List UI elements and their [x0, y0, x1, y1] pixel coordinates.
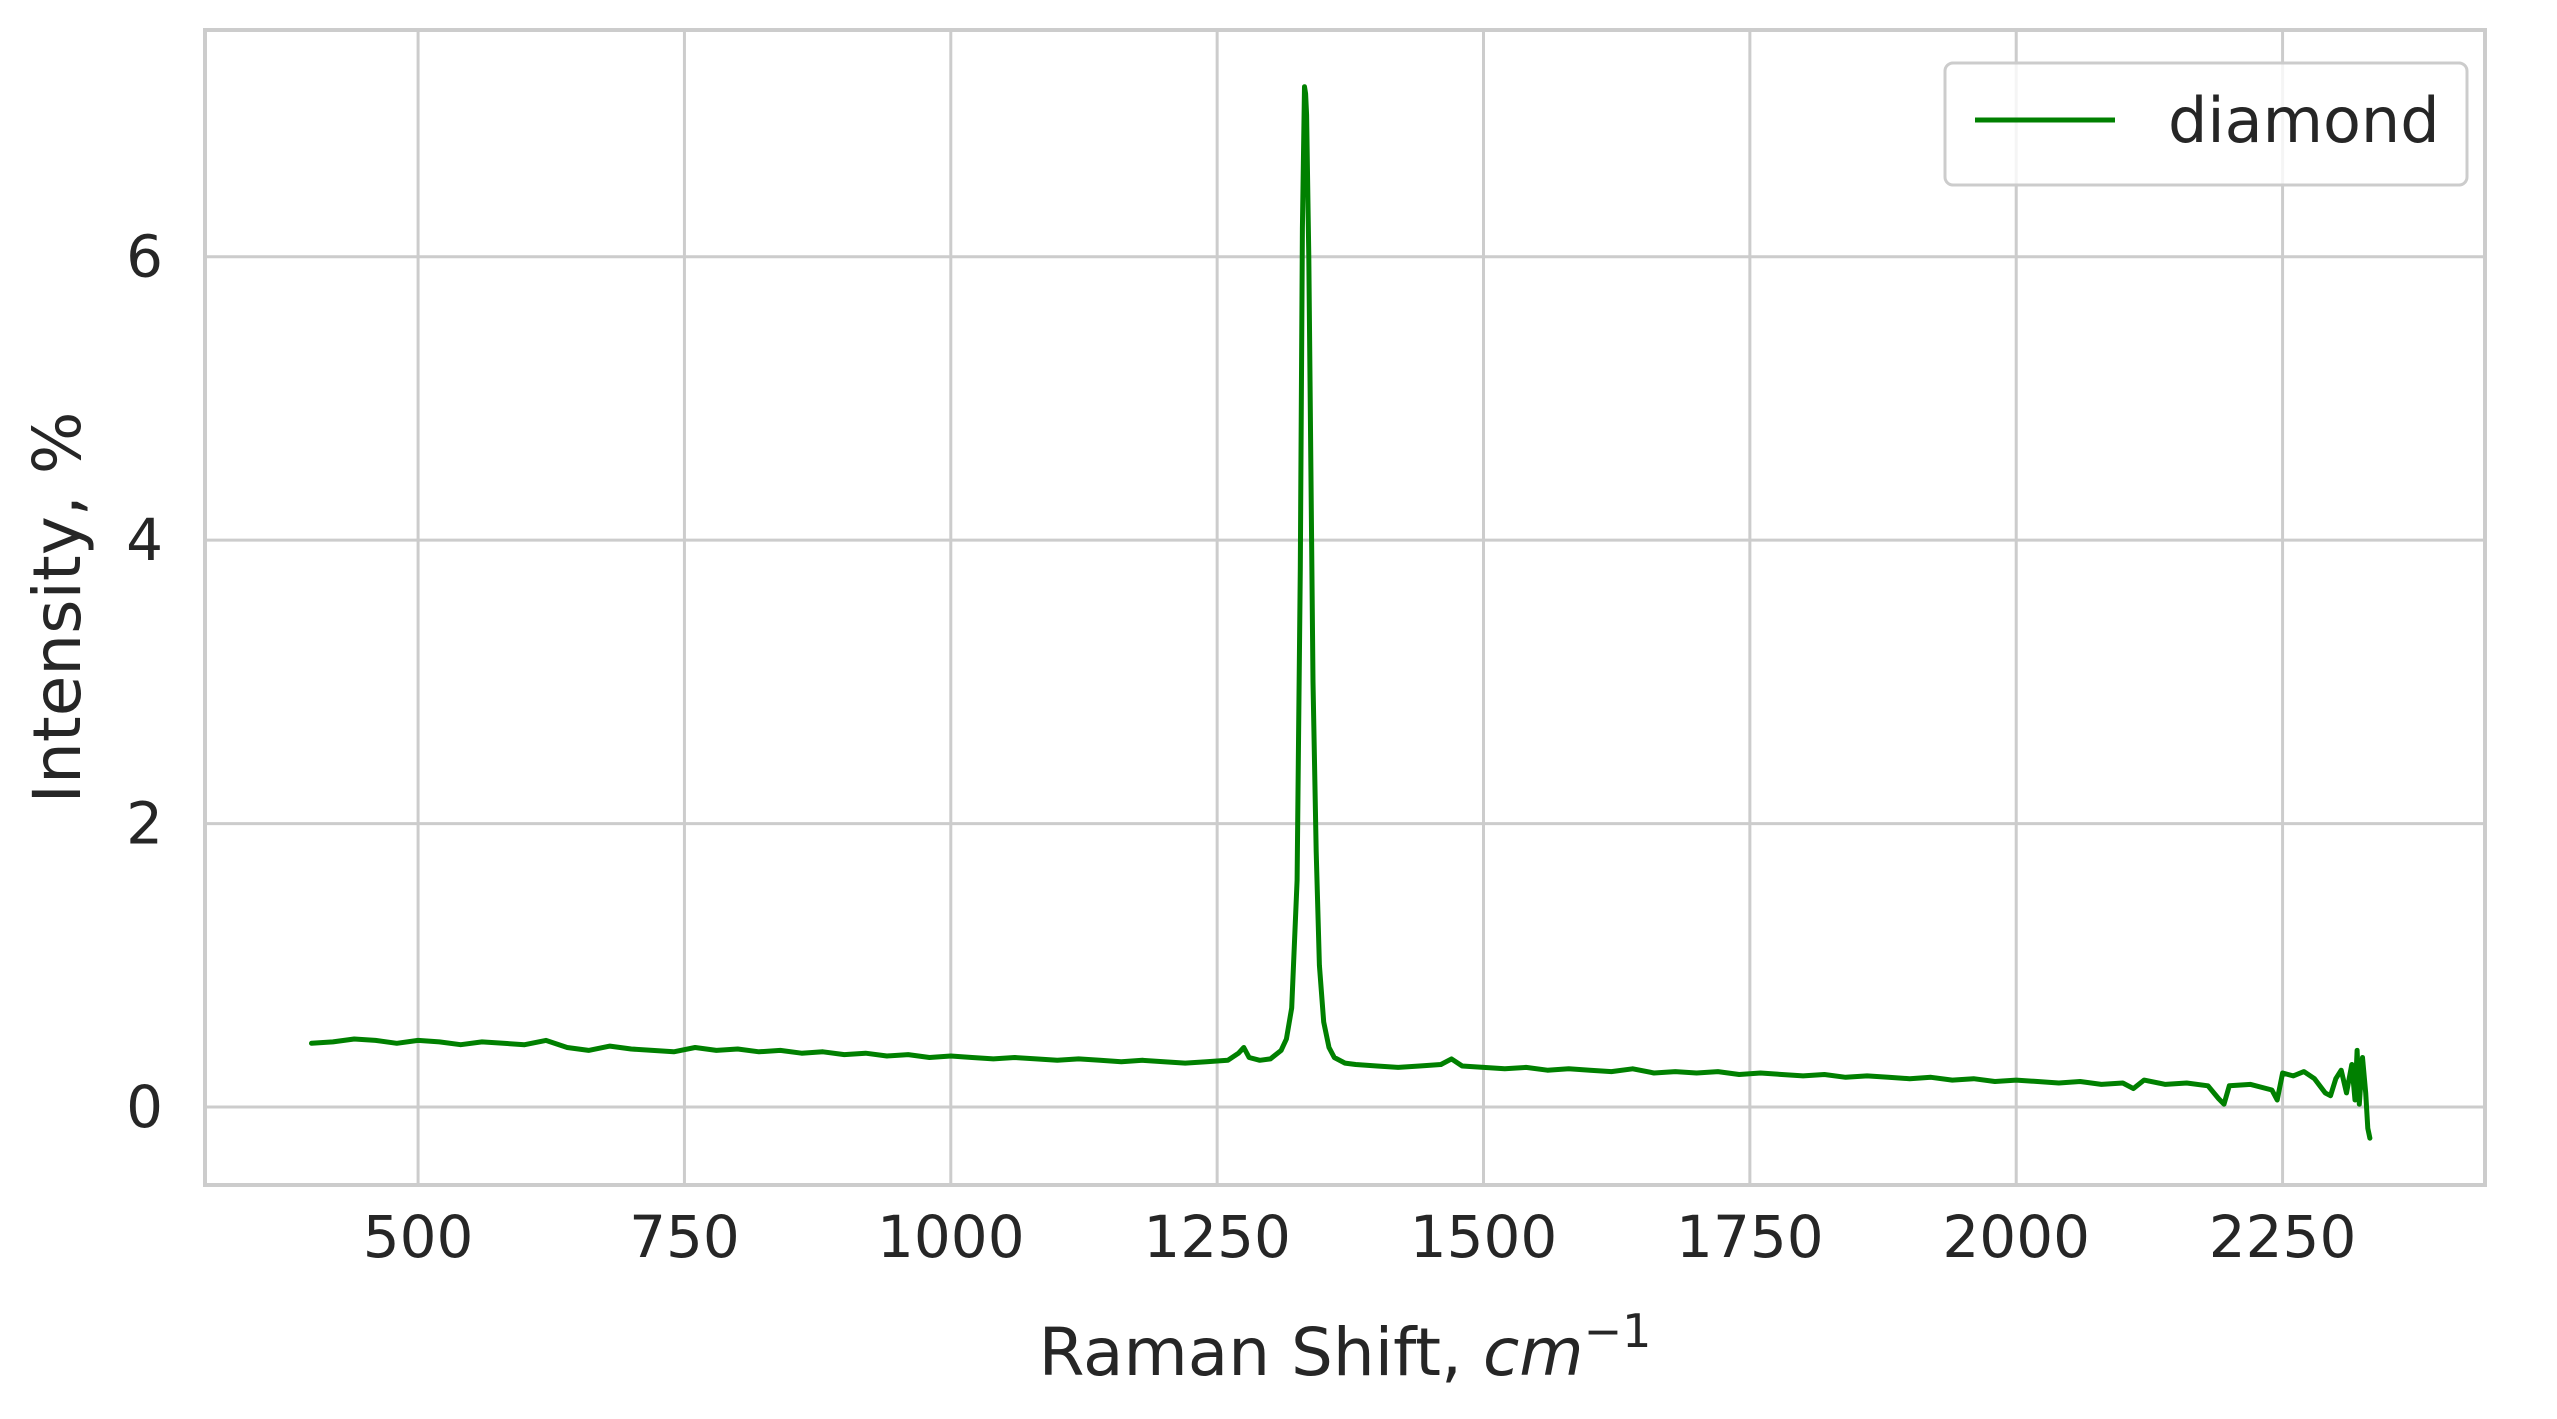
x-axis-label-exponent: −1: [1584, 1304, 1652, 1358]
x-tick-label: 1500: [1410, 1203, 1558, 1271]
x-axis-label-text: Raman Shift,: [1039, 1314, 1483, 1391]
y-axis-label: Intensity, %: [19, 412, 96, 804]
y-tick-labels: 0 2 4 6: [126, 223, 163, 1141]
x-tick-label: 2000: [1942, 1203, 2090, 1271]
plot-frame: [203, 28, 2487, 1187]
legend: diamond: [1943, 61, 2469, 187]
x-tick-label: 1250: [1143, 1203, 1291, 1271]
diamond-series-line: [309, 84, 2373, 1141]
y-tick-label: 0: [126, 1073, 163, 1141]
y-tick-label: 2: [126, 790, 163, 858]
x-axis-label: Raman Shift, cm−1: [1039, 1304, 1652, 1391]
y-tick-label: 6: [126, 223, 163, 291]
x-axis-label-unit: cm: [1483, 1314, 1584, 1391]
x-tick-label: 750: [629, 1203, 740, 1271]
x-tick-label: 1750: [1676, 1203, 1824, 1271]
y-grid-lines: [205, 255, 2485, 1109]
y-tick-label: 4: [126, 506, 163, 574]
x-tick-label: 2250: [2209, 1203, 2357, 1271]
legend-label-diamond: diamond: [2168, 84, 2440, 157]
x-tick-label: 500: [363, 1203, 474, 1271]
legend-box: [1943, 61, 2469, 187]
x-grid-lines: [416, 30, 2285, 1185]
x-tick-label: 1000: [877, 1203, 1025, 1271]
x-tick-labels: 500 750 1000 1250 1500 1750 2000 2250: [363, 1203, 2357, 1271]
